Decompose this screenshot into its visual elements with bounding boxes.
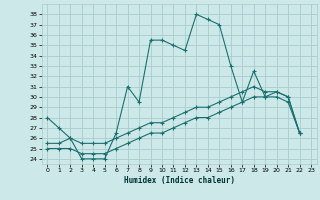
X-axis label: Humidex (Indice chaleur): Humidex (Indice chaleur) (124, 176, 235, 185)
